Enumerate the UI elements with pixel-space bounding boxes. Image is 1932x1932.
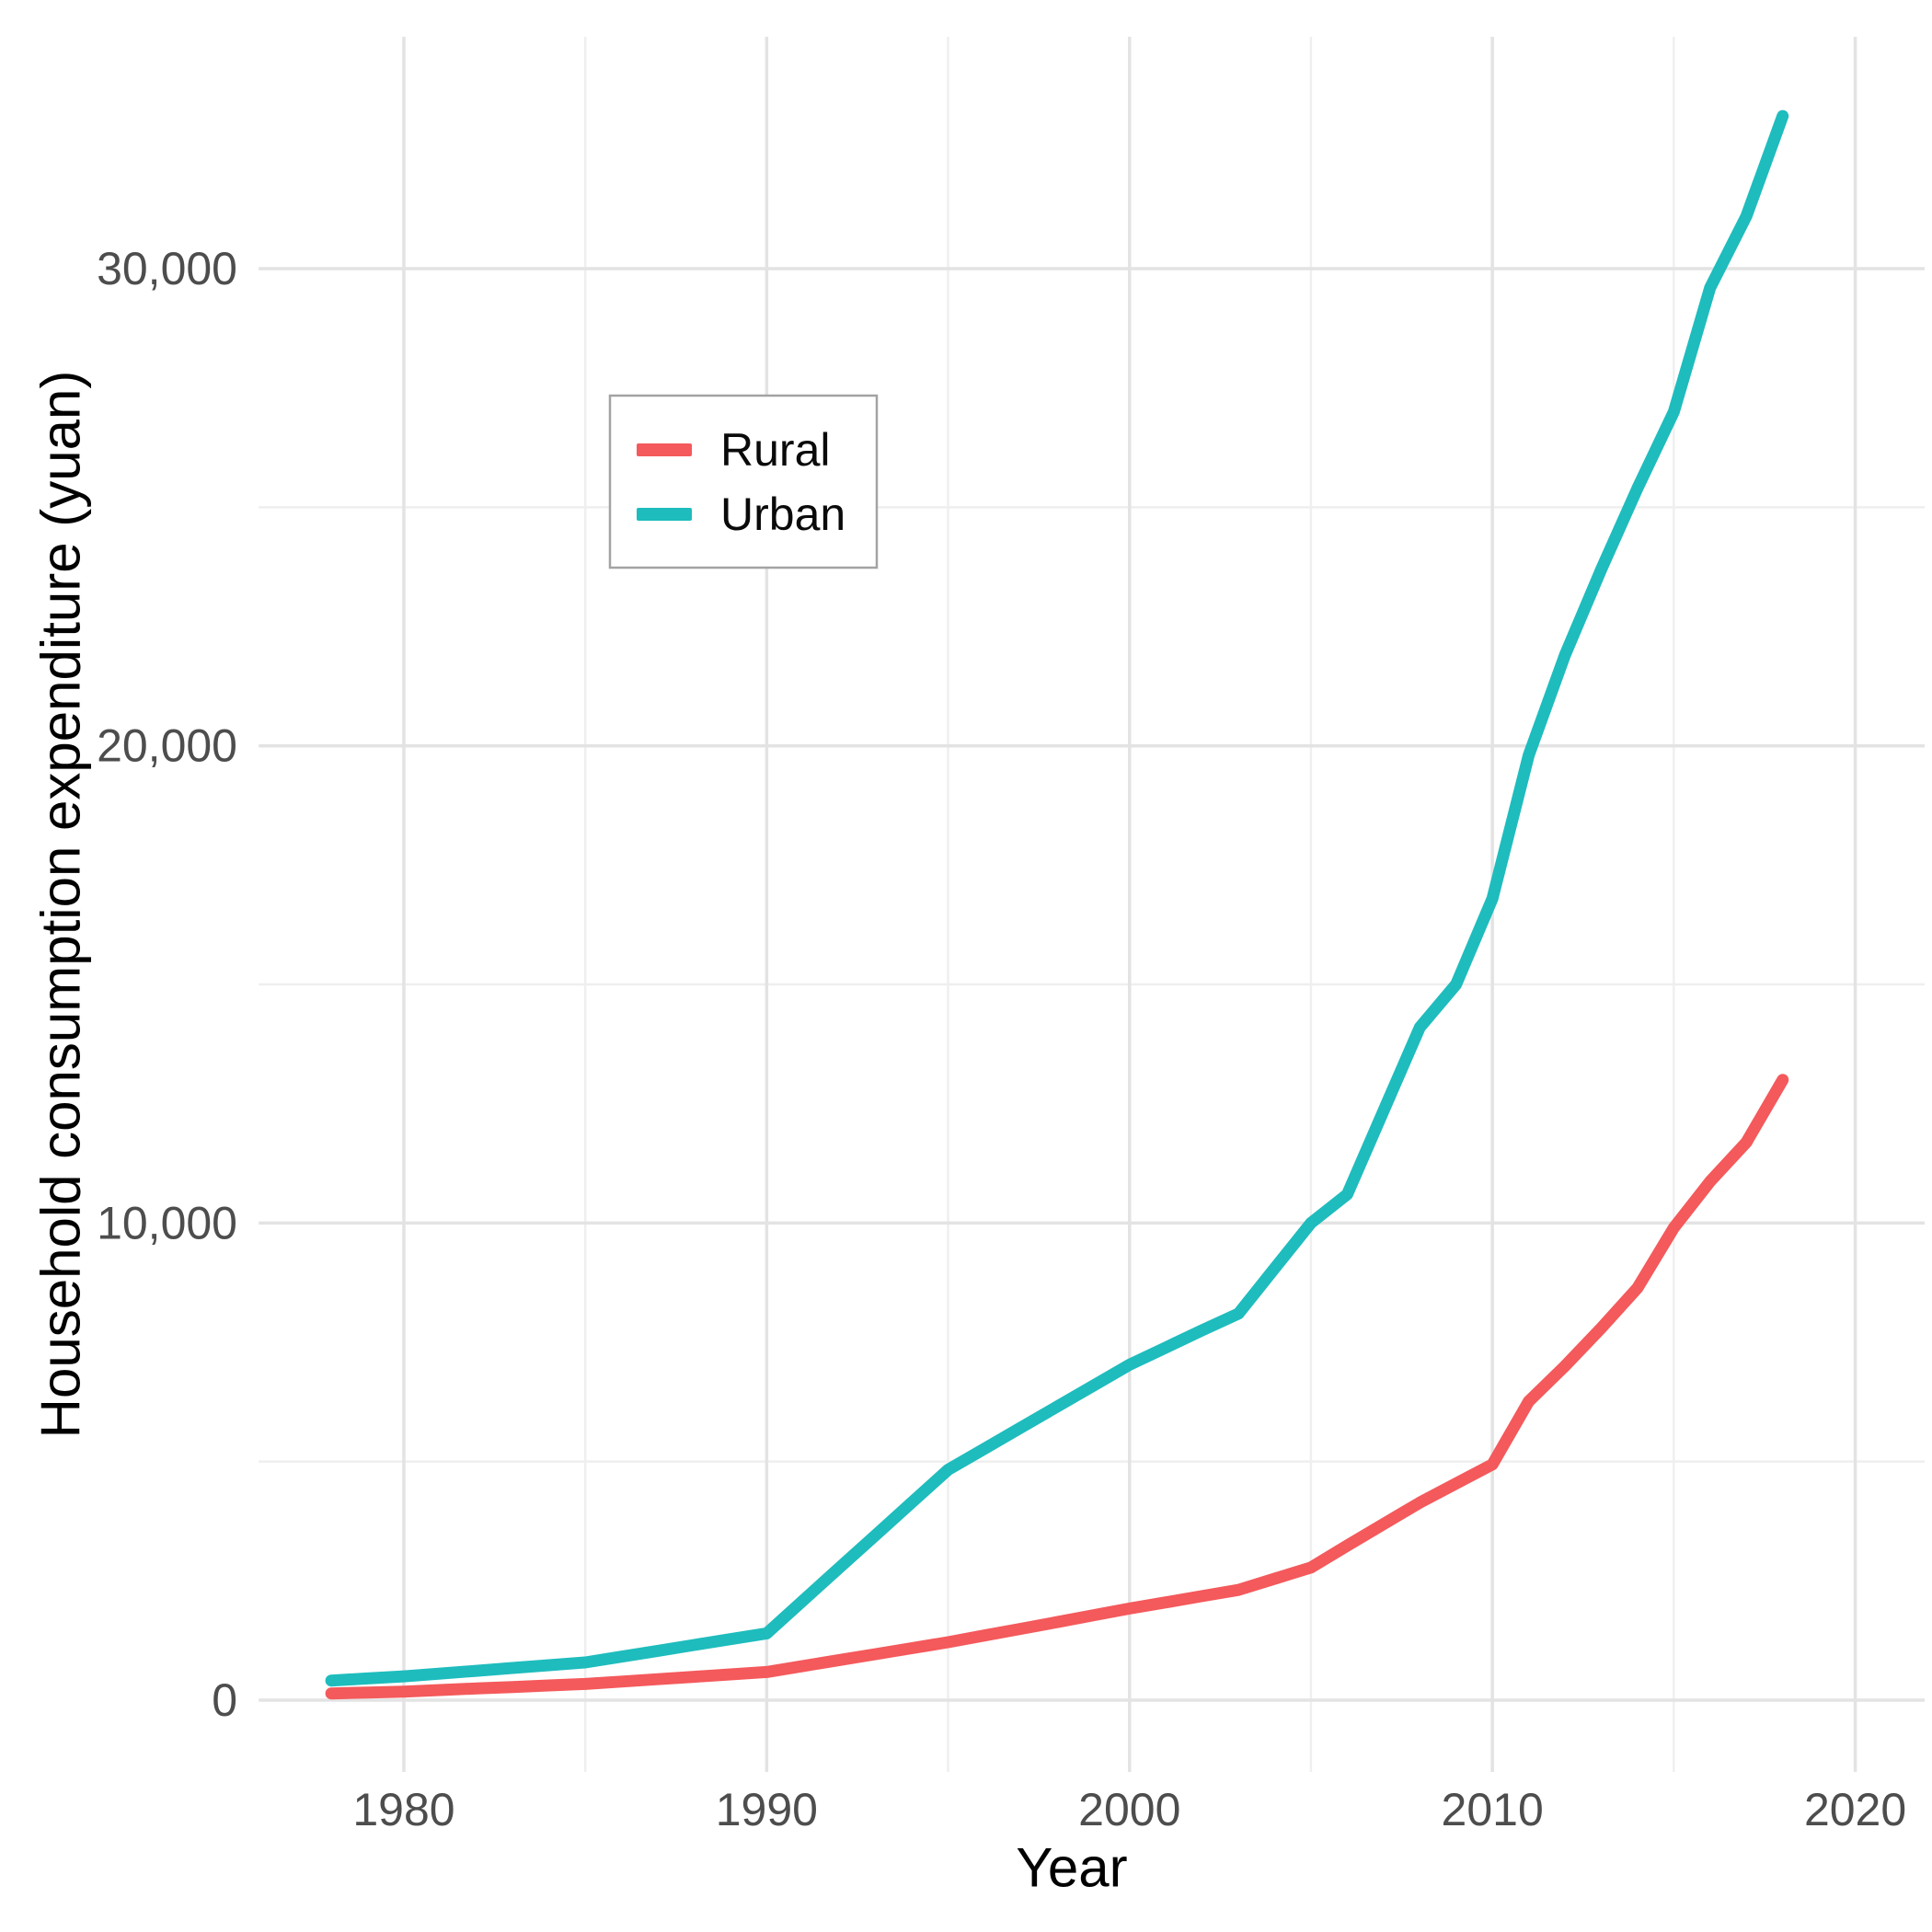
legend-swatch-urban xyxy=(637,508,692,521)
legend-label-urban: Urban xyxy=(720,489,845,540)
series-line-urban xyxy=(325,109,1789,1687)
legend-swatch-rural xyxy=(637,443,692,456)
x-tick-label: 1990 xyxy=(716,1784,818,1835)
y-tick-label: 0 xyxy=(212,1674,237,1726)
x-tick-label: 2020 xyxy=(1804,1784,1906,1835)
data-series-lines xyxy=(325,109,1789,1700)
legend-label-rural: Rural xyxy=(720,424,830,476)
legend-box xyxy=(608,394,879,569)
x-tick-label: 2010 xyxy=(1442,1784,1544,1835)
x-axis-tick-labels: 1980 1990 2000 2010 2020 xyxy=(352,1784,1906,1835)
x-axis-title: Year xyxy=(1016,1837,1127,1899)
y-tick-label: 20,000 xyxy=(97,720,237,772)
legend: Rural Urban xyxy=(608,394,879,569)
y-tick-label: 10,000 xyxy=(97,1197,237,1248)
gridlines-major xyxy=(259,37,1925,1772)
x-tick-label: 2000 xyxy=(1078,1784,1180,1835)
y-axis-title: Household consumption expenditure (yuan) xyxy=(30,371,92,1439)
gridlines-minor xyxy=(259,37,1925,1772)
series-line-rural xyxy=(325,1074,1789,1700)
y-axis-tick-labels: 0 10,000 20,000 30,000 xyxy=(97,243,237,1726)
y-tick-label: 30,000 xyxy=(97,243,237,294)
x-tick-label: 1980 xyxy=(352,1784,454,1835)
